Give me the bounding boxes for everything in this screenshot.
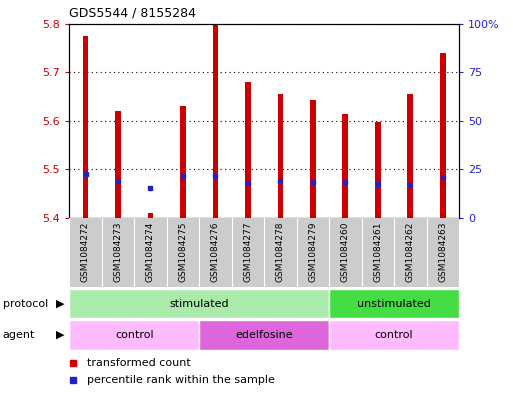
Text: GSM1084275: GSM1084275 (179, 222, 187, 282)
Bar (199, 320, 329, 350)
Text: GSM1084263: GSM1084263 (439, 222, 447, 282)
Text: GDS5544 / 8155284: GDS5544 / 8155284 (69, 7, 196, 20)
Text: unstimulated: unstimulated (357, 299, 431, 309)
Text: control: control (115, 330, 153, 340)
Text: ▶: ▶ (55, 330, 64, 340)
Text: transformed count: transformed count (87, 358, 190, 367)
Text: GSM1084272: GSM1084272 (81, 222, 90, 282)
Text: ▶: ▶ (55, 299, 64, 309)
Bar (278, 94, 283, 218)
Text: percentile rank within the sample: percentile rank within the sample (87, 375, 274, 385)
Text: edelfosine: edelfosine (235, 330, 293, 340)
Bar (83, 36, 88, 218)
Text: GSM1084273: GSM1084273 (113, 222, 123, 282)
Bar (329, 320, 459, 350)
Bar (245, 82, 251, 218)
Bar (212, 24, 219, 218)
Bar (310, 100, 316, 218)
Bar (329, 289, 459, 318)
Text: GSM1084274: GSM1084274 (146, 222, 155, 282)
Bar (69, 289, 329, 318)
Text: control: control (375, 330, 413, 340)
Text: stimulated: stimulated (169, 299, 229, 309)
Bar (407, 94, 413, 218)
Bar (148, 213, 153, 218)
Text: GSM1084278: GSM1084278 (276, 222, 285, 282)
Bar (69, 320, 199, 350)
Bar (115, 111, 121, 218)
Text: agent: agent (3, 330, 35, 340)
Bar (440, 53, 446, 218)
Text: GSM1084262: GSM1084262 (406, 222, 415, 282)
Text: GSM1084261: GSM1084261 (373, 222, 382, 282)
Bar (180, 106, 186, 218)
Text: protocol: protocol (3, 299, 48, 309)
Bar (375, 122, 381, 218)
Text: GSM1084260: GSM1084260 (341, 222, 350, 282)
Bar (343, 114, 348, 218)
Text: GSM1084277: GSM1084277 (244, 222, 252, 282)
Text: GSM1084276: GSM1084276 (211, 222, 220, 282)
Text: GSM1084279: GSM1084279 (308, 222, 318, 282)
